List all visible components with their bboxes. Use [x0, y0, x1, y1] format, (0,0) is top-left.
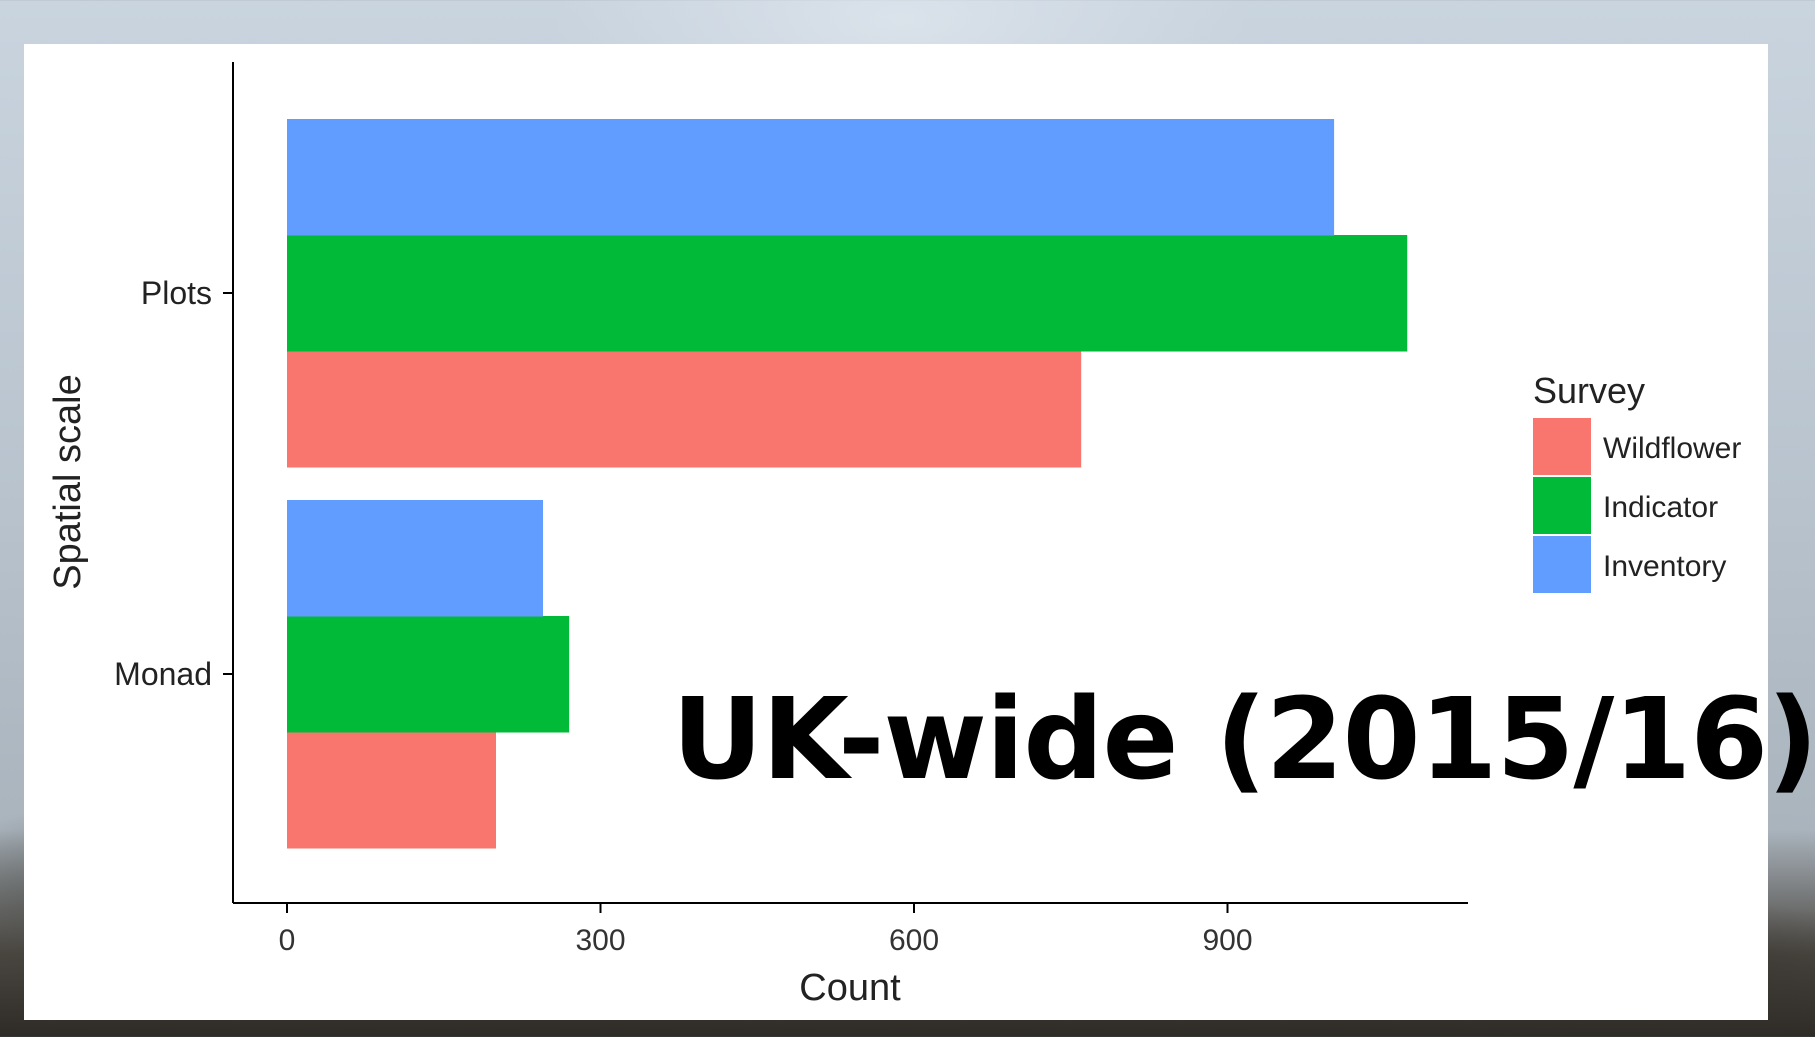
- bars-group: [287, 119, 1408, 849]
- x-tick-label-300: 300: [575, 924, 625, 957]
- legend-key-wildflower: [1533, 418, 1591, 475]
- bar-plots-indicator: [287, 235, 1408, 352]
- bar-plots-wildflower: [287, 351, 1082, 468]
- x-tick-label-600: 600: [889, 924, 939, 957]
- legend-title: Survey: [1533, 370, 1645, 411]
- legend-key-inventory: [1533, 536, 1591, 593]
- bar-monad-inventory: [287, 500, 544, 617]
- y-ticks-group: Monad Plots: [114, 275, 233, 692]
- y-tick-label-plots: Plots: [141, 275, 212, 311]
- x-tick-label-900: 900: [1202, 924, 1252, 957]
- legend: Survey Wildflower Indicator Inventory: [1533, 370, 1741, 593]
- x-tick-label-0: 0: [279, 924, 296, 957]
- legend-key-indicator: [1533, 477, 1591, 534]
- x-axis-title: Count: [799, 967, 901, 1009]
- bar-plots-inventory: [287, 119, 1335, 236]
- legend-label-indicator: Indicator: [1603, 491, 1718, 524]
- x-ticks-group: 0 300 600 900: [279, 903, 1253, 957]
- y-tick-label-monad: Monad: [114, 656, 212, 692]
- bar-monad-wildflower: [287, 732, 496, 849]
- legend-label-wildflower: Wildflower: [1603, 432, 1741, 465]
- legend-label-inventory: Inventory: [1603, 550, 1726, 583]
- overlay-title: UK-wide (2015/16): [672, 675, 1815, 805]
- y-axis-title: Spatial scale: [47, 374, 89, 589]
- bar-monad-indicator: [287, 616, 570, 733]
